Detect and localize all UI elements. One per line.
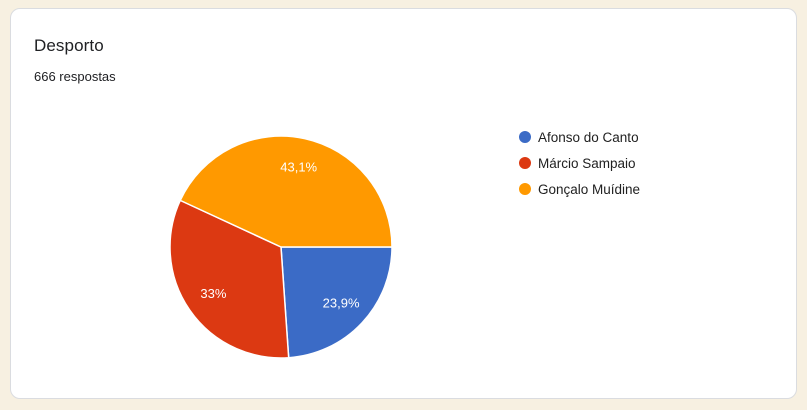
legend-color-dot-icon <box>519 183 531 195</box>
question-card: Desporto 666 respostas 23,9% 33% 43,1% Afo… <box>10 8 797 399</box>
pie-slice-afonso-do-canto[interactable] <box>280 246 393 359</box>
chart-legend: Afonso do Canto Márcio Sampaio Gonçalo M… <box>519 124 640 202</box>
response-count: 666 respostas <box>34 69 116 84</box>
question-title: Desporto <box>34 36 104 55</box>
pie-slice-percentage-label: 43,1% <box>280 159 317 174</box>
legend-item: Márcio Sampaio <box>519 150 640 176</box>
legend-color-dot-icon <box>519 131 531 143</box>
legend-item: Gonçalo Muídine <box>519 176 640 202</box>
legend-label: Afonso do Canto <box>538 129 639 145</box>
legend-label: Gonçalo Muídine <box>538 181 641 197</box>
pie-slice-percentage-label: 33% <box>200 286 226 301</box>
pie-slice-goncalo-muidine[interactable] <box>179 135 393 248</box>
legend-color-dot-icon <box>519 157 531 169</box>
legend-item: Afonso do Canto <box>519 124 640 150</box>
legend-label: Márcio Sampaio <box>538 155 636 171</box>
pie-slice-percentage-label: 23,9% <box>323 296 360 311</box>
pie-slice-marcio-sampaio[interactable] <box>169 199 290 359</box>
pie-chart: 23,9% 33% 43,1% <box>169 135 393 359</box>
